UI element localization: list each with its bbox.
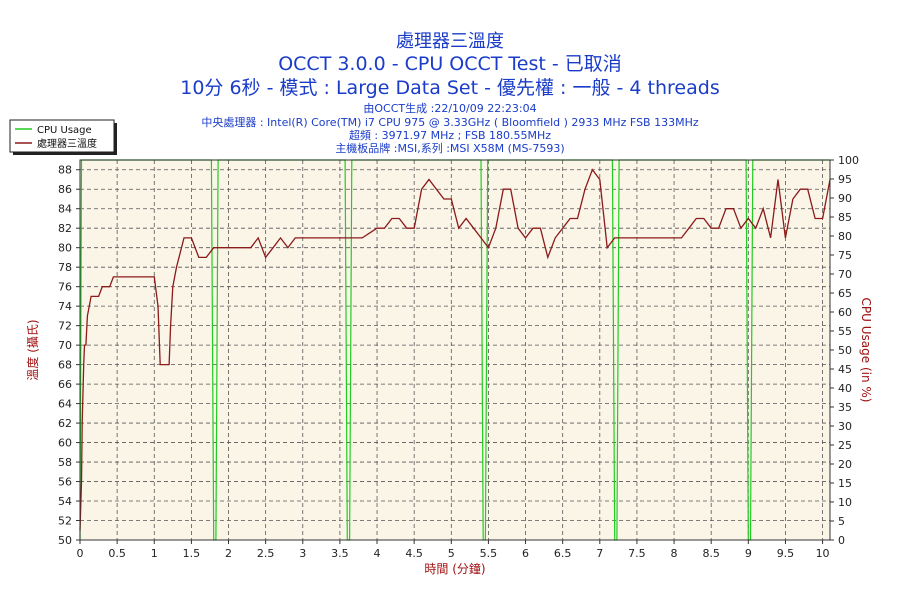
y-tick-label: 80 [58,242,72,255]
y-tick-label: 68 [58,359,72,372]
x-axis: 0 0.5 1 1.5 2 2.5 3 3.5 4 4.5 5 5.5 6 6.5 7 7.5 8 8.5 9 9.5… [77,540,830,560]
y-tick-label: 78 [58,261,72,274]
y2-tick-label: 50 [838,344,852,357]
y2-tick-label: 90 [838,192,852,205]
x-tick-label: 3.5 [331,547,349,560]
y2-tick-label: 40 [838,382,852,395]
x-tick-label: 9.5 [777,547,795,560]
x-tick-label: 6.5 [554,547,572,560]
series-line-temperature [79,168,831,531]
y2-tick-label: 80 [838,230,852,243]
y2-tick-label: 25 [838,439,852,452]
y2-tick-label: 10 [838,496,852,509]
generated-info: 由OCCT生成 :22/10/09 22:23:04 [363,102,537,115]
x-tick-label: 8 [671,547,678,560]
y-tick-label: 74 [58,300,72,313]
motherboard-info: 主機板品牌 :MSI,系列 :MSI X58M (MS-7593) [335,142,565,155]
x-tick-label: 0.5 [108,547,126,560]
y-tick-label: 86 [58,183,72,196]
y2-tick-label: 75 [838,249,852,262]
y-tick-label: 82 [58,222,72,235]
x-tick-label: 5.5 [480,547,498,560]
x-tick-label: 3 [299,547,306,560]
y-axis-left: 50 52 54 56 58 60 62 64 66 68 70 72 74 76 78 80 82 84 86 88 [58,164,80,547]
y2-axis-label: CPU Usage (in %) [859,298,873,403]
y-tick-label: 64 [58,398,72,411]
x-tick-label: 0 [77,547,84,560]
y-tick-label: 76 [58,281,72,294]
y-tick-label: 58 [58,456,72,469]
y2-tick-label: 0 [838,534,845,547]
x-tick-label: 7.5 [628,547,646,560]
x-tick-label: 10 [816,547,830,560]
y-tick-label: 88 [58,164,72,177]
y2-tick-label: 35 [838,401,852,414]
legend-box [9,119,115,153]
y-tick-label: 56 [58,476,72,489]
x-tick-label: 7 [596,547,603,560]
cpu-info: 中央處理器 : Intel(R) Core(TM) i7 CPU 975 @ 3… [201,116,699,129]
legend-label-temperature: 處理器三溫度 [37,137,97,150]
legend: CPU Usage 處理器三溫度 [9,119,117,155]
y2-tick-label: 55 [838,325,852,338]
y2-tick-label: 60 [838,306,852,319]
x-tick-label: 1 [151,547,158,560]
x-tick-label: 1.5 [183,547,201,560]
y-tick-label: 66 [58,378,72,391]
y2-tick-label: 70 [838,268,852,281]
y-axis-label: 溫度 (攝氏) [25,319,40,380]
y-tick-label: 62 [58,417,72,430]
y-tick-label: 60 [58,437,72,450]
y2-tick-label: 95 [838,173,852,186]
y-tick-label: 84 [58,203,72,216]
y-tick-label: 70 [58,339,72,352]
y2-tick-label: 65 [838,287,852,300]
chart-title: 處理器三溫度 [396,31,504,52]
y2-tick-label: 100 [838,154,859,167]
y2-tick-label: 15 [838,477,852,490]
y-tick-label: 52 [58,515,72,528]
x-tick-label: 4 [374,547,381,560]
y2-tick-label: 20 [838,458,852,471]
chart-subtitle: OCCT 3.0.0 - CPU OCCT Test - 已取消 [278,53,622,75]
plot-area [80,160,830,540]
y2-tick-label: 5 [838,515,845,528]
run-info: 10分 6秒 - 模式 : Large Data Set - 優先權 : 一般 … [180,77,720,99]
x-axis-label: 時間 (分鐘) [424,561,485,576]
y2-tick-label: 85 [838,211,852,224]
x-tick-label: 4.5 [405,547,423,560]
legend-label-cpu-usage: CPU Usage [37,125,92,136]
y2-tick-label: 30 [838,420,852,433]
overclock-info: 超頻 : 3971.97 MHz ; FSB 180.55MHz [348,129,552,142]
x-tick-label: 5 [448,547,455,560]
y2-tick-label: 45 [838,363,852,376]
x-tick-label: 2.5 [257,547,275,560]
y-tick-label: 54 [58,495,72,508]
y-tick-label: 50 [58,534,72,547]
x-tick-label: 6 [522,547,529,560]
y-axis-right: 0 5 10 15 20 25 30 35 40 45 50 55 60 65 70 75 80 85 90 95 10… [830,154,859,547]
temperature-layer [79,168,831,531]
x-tick-label: 2 [225,547,232,560]
x-tick-label: 9 [745,547,752,560]
x-tick-label: 8.5 [702,547,720,560]
y-tick-label: 72 [58,320,72,333]
